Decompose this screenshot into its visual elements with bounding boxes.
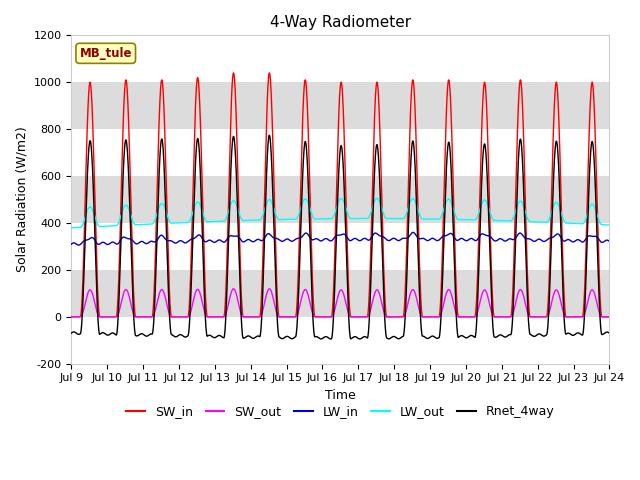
SW_in — [605, 314, 613, 320]
SW_in — [605, 314, 612, 320]
SW_out — [321, 314, 328, 320]
Line: SW_out: SW_out — [72, 289, 609, 317]
Text: MB_tule: MB_tule — [79, 47, 132, 60]
Bar — [72, 317, 609, 364]
LW_out — [431, 216, 439, 222]
Bar — [72, 36, 609, 82]
SW_in — [461, 314, 468, 320]
LW_in — [492, 238, 499, 244]
SW_out — [68, 314, 76, 320]
LW_in — [75, 242, 83, 248]
LW_out — [492, 217, 499, 223]
LW_out — [320, 216, 328, 222]
LW_in — [605, 239, 613, 244]
SW_in — [431, 314, 439, 320]
LW_out — [605, 222, 612, 228]
Rnet_4way — [356, 336, 364, 342]
SW_out — [492, 314, 499, 320]
SW_out — [164, 306, 172, 312]
LW_in — [409, 229, 417, 235]
SW_in — [68, 314, 76, 320]
Bar — [72, 82, 609, 129]
LW_in — [321, 236, 328, 242]
SW_out — [605, 314, 612, 320]
LW_in — [164, 238, 172, 243]
SW_out — [605, 314, 613, 320]
Bar — [72, 270, 609, 317]
LW_out — [461, 217, 468, 223]
SW_in — [266, 70, 273, 76]
SW_out — [431, 314, 439, 320]
Rnet_4way — [461, 335, 469, 340]
Line: LW_in: LW_in — [72, 232, 609, 245]
Rnet_4way — [164, 279, 172, 285]
SW_in — [321, 314, 328, 320]
Rnet_4way — [321, 334, 328, 340]
LW_in — [431, 237, 439, 242]
Line: SW_in: SW_in — [72, 73, 609, 317]
LW_in — [605, 238, 612, 244]
SW_out — [266, 286, 273, 292]
SW_in — [164, 249, 172, 254]
LW_out — [605, 222, 613, 228]
Rnet_4way — [605, 330, 613, 336]
Rnet_4way — [431, 335, 439, 340]
Bar — [72, 223, 609, 270]
Rnet_4way — [605, 330, 612, 336]
Rnet_4way — [68, 330, 76, 336]
Bar — [72, 176, 609, 223]
Rnet_4way — [266, 132, 273, 138]
Y-axis label: Solar Radiation (W/m2): Solar Radiation (W/m2) — [15, 127, 28, 273]
Bar — [72, 129, 609, 176]
LW_out — [373, 195, 381, 201]
LW_out — [68, 225, 76, 231]
SW_in — [492, 314, 499, 320]
LW_in — [68, 241, 76, 247]
LW_out — [164, 215, 172, 221]
Legend: SW_in, SW_out, LW_in, LW_out, Rnet_4way: SW_in, SW_out, LW_in, LW_out, Rnet_4way — [121, 400, 559, 423]
SW_out — [461, 314, 468, 320]
X-axis label: Time: Time — [325, 389, 356, 402]
Rnet_4way — [492, 335, 499, 340]
Line: Rnet_4way: Rnet_4way — [72, 135, 609, 339]
Line: LW_out: LW_out — [72, 198, 609, 228]
Title: 4-Way Radiometer: 4-Way Radiometer — [270, 15, 411, 30]
LW_in — [461, 238, 469, 243]
